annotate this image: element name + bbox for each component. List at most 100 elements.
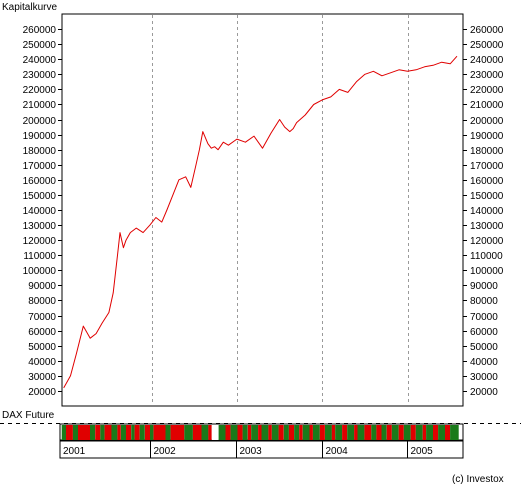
y-tick-label-left: 180000 bbox=[23, 146, 57, 157]
y-tick-label-right: 160000 bbox=[470, 176, 504, 187]
y-tick-label-right: 70000 bbox=[470, 312, 498, 323]
strip-block bbox=[104, 425, 112, 440]
strip-block bbox=[126, 425, 132, 440]
y-tick-label-left: 40000 bbox=[28, 357, 56, 368]
strip-block bbox=[90, 425, 96, 440]
strip-title: DAX Future bbox=[2, 410, 55, 421]
y-tick-label-left: 160000 bbox=[23, 176, 57, 187]
strip-block bbox=[268, 425, 272, 440]
y-tick-label-left: 260000 bbox=[23, 25, 57, 36]
strip-block bbox=[117, 425, 121, 440]
y-tick-label-right: 200000 bbox=[470, 116, 504, 127]
y-tick-label-left: 100000 bbox=[23, 266, 57, 277]
strip-block bbox=[410, 425, 416, 440]
strip-block bbox=[381, 425, 387, 440]
y-tick-label-right: 60000 bbox=[470, 327, 498, 338]
strip-block bbox=[218, 425, 226, 440]
strip-block bbox=[66, 425, 73, 440]
strip-block bbox=[288, 425, 294, 440]
y-tick-label-right: 240000 bbox=[470, 55, 504, 66]
copyright-text: (c) Investox bbox=[452, 474, 504, 485]
y-tick-label-right: 130000 bbox=[470, 221, 504, 232]
y-tick-label-left: 110000 bbox=[23, 251, 56, 262]
strip-block bbox=[225, 425, 231, 440]
strip-block bbox=[354, 425, 358, 440]
y-tick-label-right: 140000 bbox=[470, 206, 504, 217]
strip-block bbox=[150, 425, 154, 440]
strip-block bbox=[95, 425, 101, 440]
strip-block bbox=[165, 425, 171, 440]
strip-block bbox=[131, 425, 135, 440]
strip-block bbox=[331, 425, 336, 440]
strip-block bbox=[230, 425, 238, 440]
strip-block bbox=[391, 425, 399, 440]
y-tick-label-right: 20000 bbox=[470, 387, 498, 398]
time-axis-label: 2002 bbox=[154, 446, 177, 457]
y-tick-label-left: 70000 bbox=[28, 312, 56, 323]
strip-block bbox=[357, 425, 365, 440]
strip-block bbox=[422, 425, 427, 440]
strip-block bbox=[208, 425, 212, 440]
strip-block bbox=[325, 425, 332, 440]
y-tick-label-left: 140000 bbox=[23, 206, 57, 217]
y-tick-label-left: 250000 bbox=[23, 40, 57, 51]
strip-block bbox=[376, 425, 382, 440]
y-tick-label-left: 60000 bbox=[28, 327, 56, 338]
strip-block bbox=[251, 425, 259, 440]
y-tick-label-right: 190000 bbox=[470, 131, 504, 142]
strip-block bbox=[242, 425, 248, 440]
strip-block bbox=[294, 425, 300, 440]
strip-block bbox=[398, 425, 404, 440]
y-tick-label-left: 50000 bbox=[28, 342, 56, 353]
strip-block bbox=[342, 425, 348, 440]
time-axis-label: 2004 bbox=[326, 446, 349, 457]
time-axis-label: 2003 bbox=[240, 446, 263, 457]
strip-block bbox=[319, 425, 325, 440]
strip-block bbox=[347, 425, 355, 440]
strip-block bbox=[299, 425, 303, 440]
strip-block bbox=[415, 425, 423, 440]
y-tick-label-left: 210000 bbox=[23, 100, 57, 111]
y-tick-label-left: 30000 bbox=[28, 372, 56, 383]
strip-block bbox=[153, 425, 166, 440]
strip-block bbox=[309, 425, 313, 440]
strip-block bbox=[170, 425, 185, 440]
strip-block bbox=[445, 425, 451, 440]
strip-block bbox=[403, 425, 411, 440]
strip-block bbox=[111, 425, 118, 440]
y-tick-label-right: 260000 bbox=[470, 25, 504, 36]
y-tick-label-left: 230000 bbox=[23, 70, 57, 81]
strip-block bbox=[386, 425, 392, 440]
strip-block bbox=[100, 425, 105, 440]
strip-block bbox=[192, 425, 202, 440]
y-tick-label-right: 220000 bbox=[470, 85, 504, 96]
time-axis-frame bbox=[59, 440, 464, 459]
strip-block bbox=[184, 425, 193, 440]
strip-block bbox=[438, 425, 445, 440]
y-tick-label-left: 130000 bbox=[23, 221, 57, 232]
y-tick-label-right: 150000 bbox=[470, 191, 504, 202]
plot-frame bbox=[61, 13, 464, 407]
strip-block bbox=[371, 425, 377, 440]
y-tick-label-right: 100000 bbox=[470, 266, 504, 277]
strip-block bbox=[211, 425, 219, 440]
strip-block bbox=[450, 425, 459, 440]
chart-title: Kapitalkurve bbox=[2, 2, 58, 13]
y-tick-label-left: 80000 bbox=[28, 296, 56, 307]
strip-block bbox=[261, 425, 269, 440]
strip-block bbox=[72, 425, 78, 440]
y-tick-label-left: 200000 bbox=[23, 116, 57, 127]
y-tick-label-right: 210000 bbox=[470, 100, 504, 111]
strip-block bbox=[61, 425, 66, 440]
y-tick-label-right: 90000 bbox=[470, 281, 498, 292]
y-tick-label-left: 90000 bbox=[28, 281, 56, 292]
strip-block bbox=[364, 425, 372, 440]
y-tick-label-right: 50000 bbox=[470, 342, 498, 353]
y-tick-label-right: 40000 bbox=[470, 357, 498, 368]
time-axis-label: 2001 bbox=[63, 446, 86, 457]
y-tick-label-left: 190000 bbox=[23, 131, 57, 142]
strip-block bbox=[247, 425, 252, 440]
strip-block bbox=[283, 425, 289, 440]
y-tick-label-left: 20000 bbox=[28, 387, 56, 398]
